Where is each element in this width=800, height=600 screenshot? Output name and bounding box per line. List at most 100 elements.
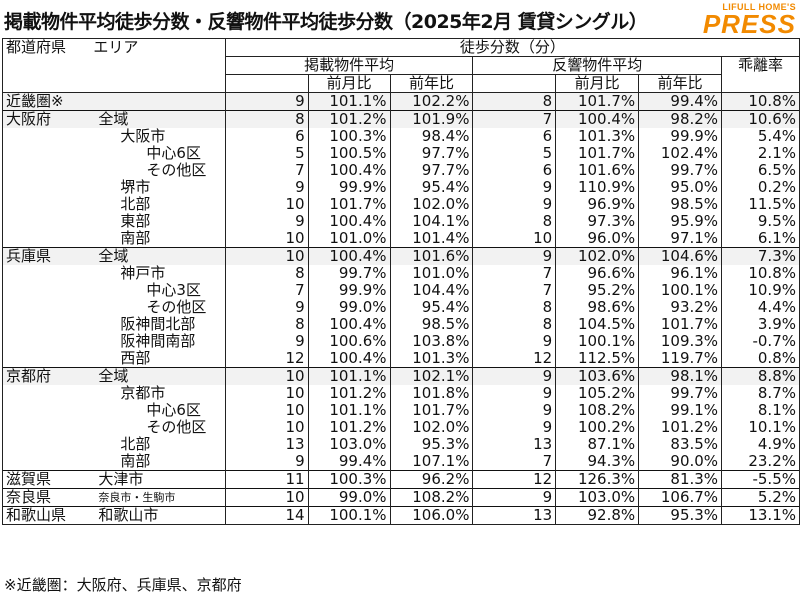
cell-response-yoy: 119.7% — [638, 350, 723, 368]
cell-listed-mom: 99.7% — [307, 265, 391, 282]
cell-listed-avg: 6 — [224, 128, 309, 145]
cell-area: 全域 — [90, 247, 226, 265]
table-row: 北部 10 101.7% 102.0% 9 96.9% 98.5% 11.5% — [2, 196, 800, 213]
cell-divergence: 4.4% — [721, 299, 800, 316]
cell-area: 中心6区 — [90, 145, 226, 162]
cell-pref — [2, 385, 91, 402]
cell-listed-yoy: 97.7% — [389, 145, 474, 162]
cell-divergence: 10.9% — [721, 282, 800, 299]
cell-listed-yoy: 107.1% — [389, 453, 474, 471]
header-listed-mom: 前月比 — [307, 74, 391, 93]
cell-listed-avg: 8 — [224, 265, 309, 282]
header-spacer — [721, 74, 800, 93]
cell-pref — [2, 402, 91, 419]
cell-response-avg: 12 — [472, 350, 557, 368]
cell-listed-mom: 103.0% — [307, 436, 391, 453]
cell-divergence: 7.3% — [721, 247, 800, 265]
table-row: 西部 12 100.4% 101.3% 12 112.5% 119.7% 0.8% — [2, 350, 800, 368]
header-row-3: 前月比 前年比 前月比 前年比 — [2, 74, 800, 93]
header-divergence: 乖離率 — [721, 56, 800, 75]
table-row: 中心3区 7 99.9% 104.4% 7 95.2% 100.1% 10.9% — [2, 282, 800, 299]
cell-response-avg: 9 — [472, 247, 557, 265]
table-row: 南部 9 99.4% 107.1% 7 94.3% 90.0% 23.2% — [2, 453, 800, 471]
table-body: 都道府県 エリア 徒歩分数（分） 掲載物件平均 反響物件平均 乖離率 前月比 前… — [2, 38, 800, 525]
cell-response-mom: 100.2% — [555, 419, 640, 436]
cell-listed-mom: 101.1% — [307, 92, 391, 111]
cell-divergence: 10.6% — [721, 110, 800, 128]
cell-listed-mom: 100.3% — [307, 470, 391, 489]
header-response-yoy: 前年比 — [638, 74, 723, 93]
cell-response-avg: 9 — [472, 333, 557, 350]
cell-response-yoy: 99.7% — [638, 385, 723, 402]
cell-listed-yoy: 102.1% — [389, 367, 474, 385]
logo-top-text: LIFULL HOME'S — [722, 2, 796, 12]
header-response-mom: 前月比 — [555, 74, 640, 93]
cell-response-yoy: 99.4% — [638, 92, 723, 111]
cell-response-yoy: 90.0% — [638, 453, 723, 471]
cell-divergence: -5.5% — [721, 470, 800, 489]
cell-pref — [2, 453, 91, 471]
cell-response-mom: 108.2% — [555, 402, 640, 419]
cell-area: 北部 — [90, 436, 226, 453]
cell-listed-avg: 10 — [224, 230, 309, 248]
cell-area: 全域 — [90, 367, 226, 385]
cell-pref — [2, 282, 91, 299]
cell-area: その他区 — [90, 299, 226, 316]
cell-response-yoy: 98.1% — [638, 367, 723, 385]
cell-listed-mom: 100.4% — [307, 213, 391, 230]
cell-response-mom: 101.7% — [555, 145, 640, 162]
cell-listed-yoy: 101.7% — [389, 402, 474, 419]
cell-listed-avg: 9 — [224, 213, 309, 230]
cell-pref — [2, 333, 91, 350]
cell-response-yoy: 95.0% — [638, 179, 723, 196]
cell-response-avg: 6 — [472, 162, 557, 179]
cell-divergence: 6.1% — [721, 230, 800, 248]
cell-listed-yoy: 106.0% — [389, 506, 474, 525]
cell-listed-avg: 10 — [224, 385, 309, 402]
cell-pref — [2, 196, 91, 213]
cell-area: 東部 — [90, 213, 226, 230]
cell-listed-yoy: 104.1% — [389, 213, 474, 230]
cell-response-mom: 98.6% — [555, 299, 640, 316]
cell-response-yoy: 99.7% — [638, 162, 723, 179]
cell-area: 南部 — [90, 230, 226, 248]
cell-listed-mom: 101.7% — [307, 196, 391, 213]
cell-listed-yoy: 102.2% — [389, 92, 474, 111]
cell-listed-avg: 9 — [224, 333, 309, 350]
cell-area: 大阪市 — [90, 128, 226, 145]
cell-area: 奈良市・生駒市 — [90, 488, 226, 507]
cell-response-yoy: 95.9% — [638, 213, 723, 230]
cell-listed-avg: 8 — [224, 316, 309, 333]
cell-divergence: 8.1% — [721, 402, 800, 419]
cell-listed-avg: 10 — [224, 402, 309, 419]
cell-response-mom: 105.2% — [555, 385, 640, 402]
cell-listed-mom: 101.2% — [307, 110, 391, 128]
table-row: 奈良県 奈良市・生駒市 10 99.0% 108.2% 9 103.0% 106.7% 5.2% — [2, 488, 800, 507]
cell-listed-mom: 100.6% — [307, 333, 391, 350]
table-row: 阪神間北部 8 100.4% 98.5% 8 104.5% 101.7% 3.9% — [2, 316, 800, 333]
header-row-1: 都道府県 エリア 徒歩分数（分） — [2, 38, 800, 57]
cell-response-mom: 110.9% — [555, 179, 640, 196]
cell-response-mom: 101.7% — [555, 92, 640, 111]
cell-response-mom: 100.1% — [555, 333, 640, 350]
cell-response-yoy: 104.6% — [638, 247, 723, 265]
cell-pref — [2, 230, 91, 248]
table-row: その他区 10 101.2% 102.0% 9 100.2% 101.2% 10.1% — [2, 419, 800, 436]
cell-listed-yoy: 102.0% — [389, 196, 474, 213]
cell-response-avg: 12 — [472, 470, 557, 489]
cell-listed-avg: 7 — [224, 162, 309, 179]
table-row: 兵庫県 全域 10 100.4% 101.6% 9 102.0% 104.6% 7.3% — [2, 247, 800, 265]
cell-response-avg: 9 — [472, 367, 557, 385]
cell-pref: 大阪府 — [2, 110, 91, 128]
header-listed-yoy: 前年比 — [389, 74, 474, 93]
cell-divergence: 11.5% — [721, 196, 800, 213]
cell-listed-mom: 99.4% — [307, 453, 391, 471]
cell-listed-yoy: 97.7% — [389, 162, 474, 179]
cell-pref: 兵庫県 — [2, 247, 91, 265]
table-row: 京都市 10 101.2% 101.8% 9 105.2% 99.7% 8.7% — [2, 385, 800, 402]
cell-response-avg: 9 — [472, 196, 557, 213]
cell-pref: 滋賀県 — [2, 470, 91, 489]
cell-response-mom: 96.0% — [555, 230, 640, 248]
cell-pref — [2, 213, 91, 230]
cell-response-avg: 10 — [472, 230, 557, 248]
